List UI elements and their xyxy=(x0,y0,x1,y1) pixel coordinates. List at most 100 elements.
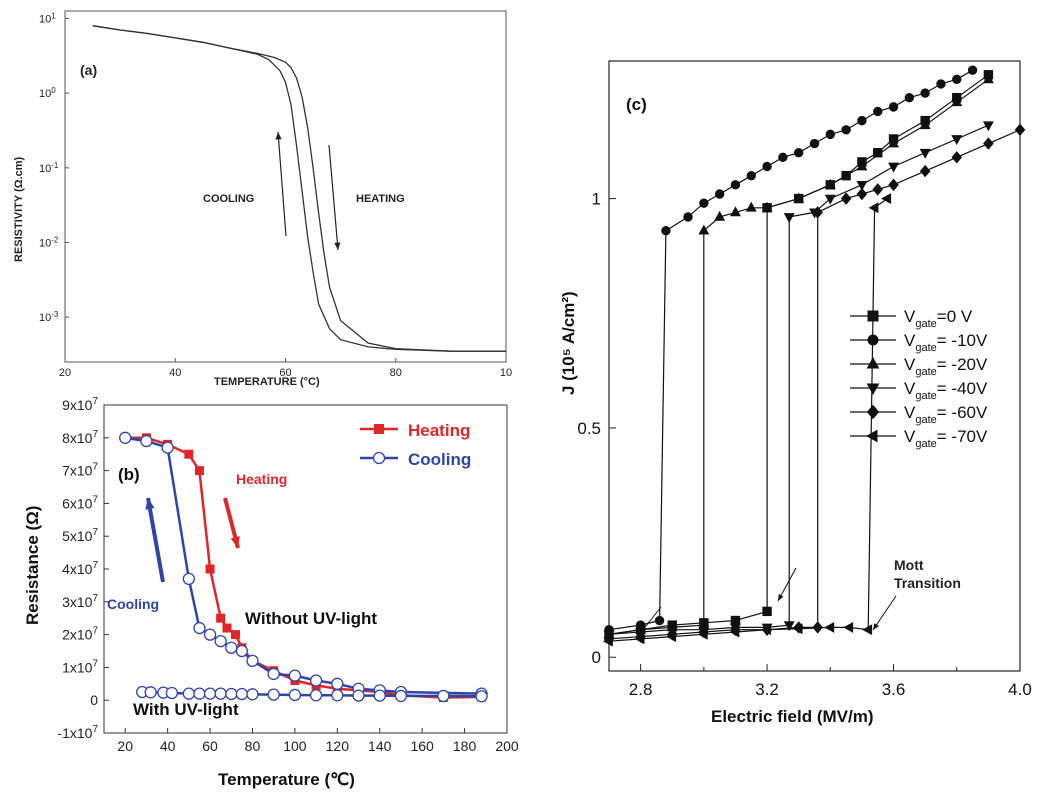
cooling-series-point xyxy=(140,434,153,448)
panel-c-series-4-point xyxy=(888,162,900,173)
panel-b-label: (b) xyxy=(118,465,140,484)
panel-c-xlabel: Electric field (MV/m) xyxy=(711,707,873,726)
cooling-series-point xyxy=(331,677,344,690)
panel-a-ytick-label: 100 xyxy=(39,86,56,100)
panel-b-ytick-label: 2x107 xyxy=(62,626,98,643)
panel-b-xtick-label: 180 xyxy=(453,738,477,754)
heating-series-point xyxy=(216,613,226,623)
legend-cooling-label: Cooling xyxy=(408,450,471,469)
panel-a-xtick-label: 10 xyxy=(500,367,512,379)
panel-c-ytick-label: 0.5 xyxy=(577,419,601,438)
panel-b-ytick-label: 4x107 xyxy=(62,560,98,577)
panel-a-label: (a) xyxy=(80,62,97,78)
panel-c-series-6-point xyxy=(843,621,854,633)
uv-series-point xyxy=(475,690,488,703)
panel-b-xtick-label: 100 xyxy=(283,738,307,754)
panel-c-series-4-point xyxy=(982,121,994,132)
panel-c-series-3-point xyxy=(793,192,805,203)
panel-b: (b) Heating Cooling Heating Cooling With… xyxy=(23,396,519,789)
panel-c-series-2-point xyxy=(841,125,851,135)
heating-series-point xyxy=(194,466,204,476)
panel-c-series-6-point xyxy=(792,623,803,635)
uv-series-point xyxy=(288,688,302,702)
panel-a-xtick-label: 20 xyxy=(59,367,71,379)
panel-c-series-3-point xyxy=(982,73,994,84)
uv-series-point xyxy=(352,689,365,702)
mott-label-line1: Mott xyxy=(894,557,924,573)
panel-b-xtick-label: 60 xyxy=(202,738,218,754)
panel-c-series-2-point xyxy=(888,102,899,112)
panel-a-heating-arrow-head xyxy=(334,242,341,250)
panel-b-xtick-label: 40 xyxy=(160,738,176,754)
panel-c-series-4-point xyxy=(951,135,963,146)
cooling-series-point xyxy=(203,628,217,641)
cooling-series-point xyxy=(214,635,227,648)
panel-c-legend-marker-3 xyxy=(866,356,880,369)
panel-b-without-uv-label: Without UV-light xyxy=(245,609,377,628)
uv-series-point xyxy=(309,689,323,702)
panel-c-series-5-point xyxy=(840,192,852,205)
panel-b-ytick-label: 0 xyxy=(90,692,98,708)
uv-series-point xyxy=(182,687,195,700)
uv-series-point xyxy=(331,689,344,702)
panel-c-ytick-label: 1 xyxy=(592,190,601,209)
uv-series-point xyxy=(165,686,179,700)
mott-arrow-3-head xyxy=(873,623,879,630)
panel-c-series-2-point xyxy=(661,225,671,236)
panel-c-series-2-point xyxy=(699,198,709,208)
panel-a-cooling-arrow xyxy=(277,131,287,237)
uv-series-point xyxy=(193,687,206,700)
panel-a-xtick-label: 60 xyxy=(279,367,291,379)
panel-c-series-2-point xyxy=(920,88,930,98)
panel-b-xtick-label: 20 xyxy=(117,738,133,754)
legend-heating-label: Heating xyxy=(408,421,470,440)
panel-b-ytick-label: -1x107 xyxy=(57,724,98,741)
panel-c-series-2-point xyxy=(809,138,820,149)
panel-c-series-2-point xyxy=(762,161,772,172)
uv-series-point xyxy=(214,687,227,700)
panel-a-ytick-label: 10-1 xyxy=(39,161,59,175)
panel-c-series-1-point xyxy=(873,148,883,158)
panel-c-series-2-point xyxy=(952,74,962,85)
mott-arrow-3 xyxy=(872,595,897,631)
panel-c-frame xyxy=(608,60,1021,672)
cooling-series-point xyxy=(246,654,259,667)
panel-c-series-5-point xyxy=(872,183,884,196)
panel-c-xtick-label: 2.8 xyxy=(629,680,653,699)
panel-a-ytick-label: 101 xyxy=(39,11,56,25)
panel-b-cooling-arrow-head xyxy=(145,498,155,510)
panel-a: (a) COOLING HEATING TEMPERATURE (°C) RES… xyxy=(13,10,512,388)
panel-c-series-5-point xyxy=(812,206,823,219)
cooling-series-point xyxy=(193,621,206,635)
panel-c-series-5-point xyxy=(919,164,931,178)
panel-b-heating-annotation: Heating xyxy=(236,471,287,487)
panel-c-xtick-label: 4.0 xyxy=(1008,680,1032,699)
panel-c-legend-label-2: Vgate= -10V xyxy=(904,331,988,354)
panel-a-cooling-label: COOLING xyxy=(203,193,254,205)
panel-c-series-3-point xyxy=(888,137,900,148)
uv-series-point xyxy=(246,688,259,701)
legend-cooling-marker xyxy=(372,451,386,465)
panel-a-ytick-label: 10-2 xyxy=(39,236,59,250)
panel-b-ytick-label: 8x107 xyxy=(62,429,98,446)
panel-b-xtick-label: 200 xyxy=(495,738,519,754)
panel-c-series-4-point xyxy=(783,621,795,632)
panel-b-xtick-label: 160 xyxy=(410,738,434,754)
panel-c-xtick-label: 3.6 xyxy=(882,680,906,699)
panel-a-xtick-label: 80 xyxy=(390,367,402,379)
panel-a-series-2 xyxy=(92,25,506,352)
panel-c-series-6-point xyxy=(760,624,771,636)
uv-series-point xyxy=(235,687,249,701)
panel-b-cooling-arrow xyxy=(146,497,165,583)
panel-c-series-2-point xyxy=(730,180,741,190)
panel-c-series-2-point xyxy=(857,115,867,126)
mott-arrow-1-head xyxy=(638,629,645,636)
panel-c-series-3-point xyxy=(919,119,931,130)
panel-c-series-4-point xyxy=(783,213,795,224)
panel-c-label: (c) xyxy=(626,95,647,114)
heating-series-point xyxy=(205,564,215,574)
panel-c-series-6-point xyxy=(881,193,892,205)
cooling-series-point xyxy=(288,669,302,682)
panel-c-legend-marker-2 xyxy=(867,334,879,346)
